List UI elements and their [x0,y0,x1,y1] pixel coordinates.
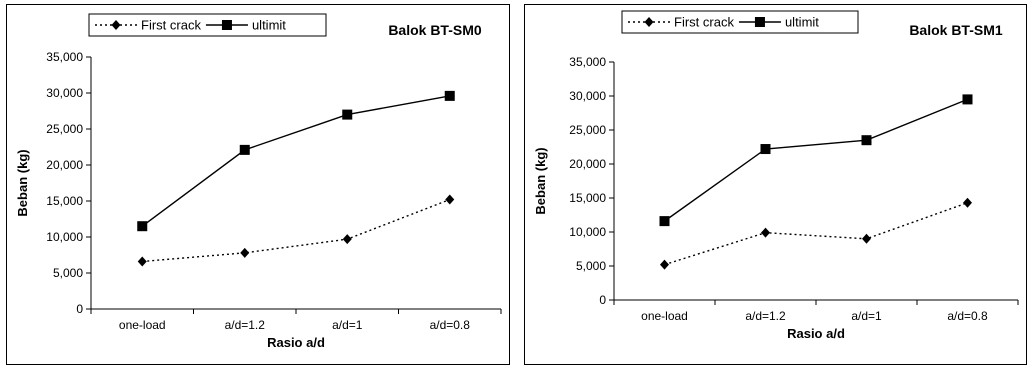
x-axis-label: Rasio a/d [267,335,325,350]
y-tick-label: 5,000 [576,259,606,273]
x-tick-label: a/d=1 [332,318,363,332]
legend-label-0: First crack [141,18,201,33]
y-axis-label: Beban (kg) [15,149,30,216]
y-tick-label: 5,000 [53,266,83,280]
data-point-0-2 [862,233,871,244]
x-tick-label: a/d=1 [851,309,882,323]
legend-label-1: ultimit [252,18,286,33]
x-axis-label: Rasio a/d [787,326,845,341]
x-tick-label: a/d=1.2 [745,309,786,323]
data-point-0-0 [137,256,147,267]
data-point-1-2 [342,109,353,120]
data-point-1-1 [239,144,250,155]
data-point-1-0 [137,221,148,232]
y-tick-label: 30,000 [569,89,606,103]
chart-0: 0 5,000 10,000 15,000 20,000 25,000 30,000 35,0… [15,13,502,350]
series-line-0 [142,198,451,263]
y-tick-label: 15,000 [569,191,606,205]
y-tick-label: 35,000 [46,50,83,64]
chart-title: Balok BT-SM1 [909,22,1003,38]
data-point-0-2 [342,234,352,245]
legend-marker-1 [754,17,765,27]
chart-panel-1: 0 5,000 10,000 15,000 20,000 25,000 30,000 35,0… [524,4,1027,365]
x-tick-label: a/d=0.8 [430,318,471,332]
data-point-0-3 [963,197,972,208]
chart-1: 0 5,000 10,000 15,000 20,000 25,000 30,000 35,0… [533,10,1019,341]
x-tick-label: one-load [119,318,166,332]
y-tick-label: 20,000 [569,157,606,171]
chart-panel-0: 0 5,000 10,000 15,000 20,000 25,000 30,000 35,0… [6,4,510,365]
y-tick-label: 25,000 [569,123,606,137]
data-point-0-0 [660,259,669,270]
data-point-0-3 [445,194,455,205]
y-tick-label: 10,000 [569,225,606,239]
y-tick-label: 0 [599,293,606,307]
series-line-1 [141,95,450,227]
data-point-0-1 [761,227,770,238]
data-point-1-3 [962,94,973,105]
y-tick-label: 0 [76,302,83,316]
data-point-1-0 [659,216,670,227]
data-point-1-1 [760,144,771,155]
y-tick-label: 35,000 [569,55,606,69]
legend-marker-0 [644,17,654,27]
y-tick-label: 30,000 [46,86,83,100]
y-tick-label: 10,000 [46,230,83,244]
x-tick-label: a/d=1.2 [225,318,266,332]
y-tick-label: 25,000 [46,122,83,136]
data-point-1-3 [444,90,455,101]
y-tick-label: 20,000 [46,158,83,172]
data-point-1-2 [861,135,872,146]
data-point-0-1 [240,247,250,258]
chart-title: Balok BT-SM0 [388,22,482,38]
series-line-1 [664,98,968,222]
legend-label-1: ultimit [785,15,819,30]
series-line-0 [664,202,968,266]
legend-label-0: First crack [674,15,734,30]
legend-marker-1 [221,20,232,30]
y-axis-label: Beban (kg) [533,147,548,214]
legend-marker-0 [111,20,121,30]
x-tick-label: one-load [641,309,688,323]
y-tick-label: 15,000 [46,194,83,208]
x-tick-label: a/d=0.8 [947,309,988,323]
